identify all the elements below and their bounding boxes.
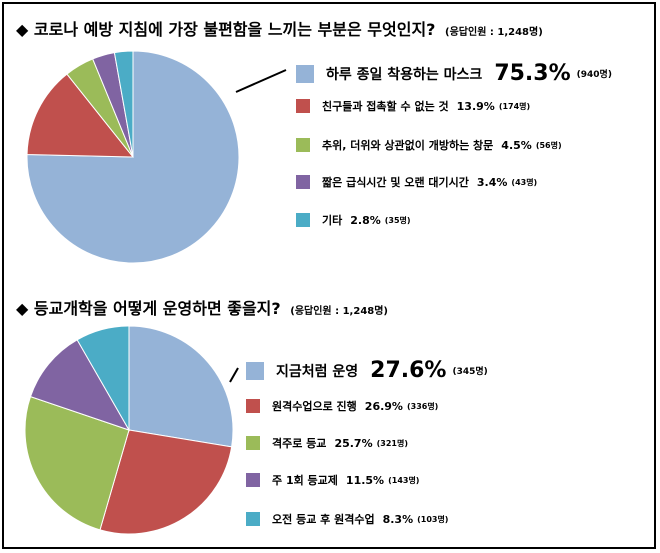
legend-count: (43명) bbox=[511, 177, 538, 187]
legend-percent: 4.5% bbox=[501, 138, 532, 152]
legend-count: (35명) bbox=[384, 215, 411, 225]
legend-count: (174명) bbox=[498, 101, 531, 111]
chart2-slice-2 bbox=[24, 395, 130, 531]
legend-percent: 27.6% bbox=[370, 358, 447, 383]
chart2-slice-0 bbox=[128, 325, 234, 448]
legend-count: (345명) bbox=[452, 367, 488, 377]
chart1-leader-line bbox=[235, 69, 287, 93]
legend-swatch bbox=[246, 399, 260, 413]
legend-swatch bbox=[296, 138, 310, 152]
chart1-legend-item-2: 추위, 더위와 상관없이 개방하는 창문 4.5% (56명) bbox=[296, 137, 562, 153]
legend-percent: 2.8% bbox=[350, 213, 381, 227]
legend-count: (336명) bbox=[406, 401, 439, 411]
legend-count: (56명) bbox=[535, 140, 562, 150]
diamond-bullet-icon: ◆ bbox=[16, 299, 29, 318]
chart2-legend-item-2: 격주로 등교 25.7% (321명) bbox=[246, 435, 408, 451]
legend-label: 하루 종일 착용하는 마스크 bbox=[326, 66, 483, 83]
legend-label: 원격수업으로 진행 bbox=[272, 400, 357, 413]
legend-swatch bbox=[246, 473, 260, 487]
chart2-slice-1 bbox=[99, 429, 233, 535]
chart1-title: ◆ 코로나 예방 지침에 가장 불편함을 느끼는 부분은 무엇인지? (응답인원… bbox=[16, 16, 543, 40]
chart2-legend-item-0: 지금처럼 운영 27.6% (345명) bbox=[246, 358, 488, 383]
chart2-slice-3 bbox=[29, 339, 131, 431]
legend-swatch bbox=[296, 175, 310, 189]
chart1-legend-item-0: 하루 종일 착용하는 마스크 75.3% (940명) bbox=[296, 61, 612, 86]
legend-percent: 3.4% bbox=[476, 175, 508, 189]
chart2-legend-item-1: 원격수업으로 진행 26.9% (336명) bbox=[246, 398, 438, 414]
legend-swatch bbox=[296, 99, 310, 113]
legend-label: 주 1회 등교제 bbox=[272, 474, 338, 487]
legend-count: (940명) bbox=[576, 70, 612, 80]
legend-label: 지금처럼 운영 bbox=[276, 363, 359, 380]
legend-swatch bbox=[246, 512, 260, 526]
chart2-legend-item-4: 오전 등교 후 원격수업 8.3% (103명) bbox=[246, 511, 448, 527]
chart1-title-text: 코로나 예방 지침에 가장 불편함을 느끼는 부분은 무엇인지? bbox=[33, 20, 436, 39]
legend-percent: 8.3% bbox=[382, 512, 414, 526]
chart1-slice-4 bbox=[113, 50, 134, 158]
chart2-legend-item-3: 주 1회 등교제 11.5% (143명) bbox=[246, 472, 419, 488]
chart1-legend-item-3: 짧은 급식시간 및 오랜 대기시간 3.4% (43명) bbox=[296, 174, 537, 190]
diamond-bullet-icon: ◆ bbox=[16, 20, 29, 39]
legend-label: 추위, 더위와 상관없이 개방하는 창문 bbox=[322, 139, 494, 152]
chart1-slice-0 bbox=[26, 50, 240, 264]
legend-swatch bbox=[246, 361, 264, 380]
legend-percent: 11.5% bbox=[345, 473, 385, 487]
legend-percent: 25.7% bbox=[334, 436, 373, 450]
chart2-title-text: 등교개학을 어떻게 운영하면 좋을지? bbox=[33, 299, 281, 318]
legend-count: (103명) bbox=[417, 514, 449, 524]
chart1-respondents-note: (응답인원 : 1,248명) bbox=[445, 27, 543, 38]
chart2-respondents-note: (응답인원 : 1,248명) bbox=[290, 306, 388, 317]
chart1-legend-item-1: 친구들과 접촉할 수 없는 것 13.9% (174명) bbox=[296, 98, 530, 114]
legend-swatch bbox=[246, 436, 260, 450]
chart2-title: ◆ 등교개학을 어떻게 운영하면 좋을지? (응답인원 : 1,248명) bbox=[16, 295, 388, 319]
legend-label: 오전 등교 후 원격수업 bbox=[272, 513, 375, 526]
legend-count: (321명) bbox=[376, 438, 408, 448]
legend-percent: 75.3% bbox=[494, 61, 571, 86]
chart1-slice-1 bbox=[26, 73, 135, 158]
legend-swatch bbox=[296, 64, 314, 83]
chart2-slice-4 bbox=[76, 325, 130, 432]
legend-count: (143명) bbox=[388, 475, 420, 485]
legend-swatch bbox=[296, 213, 310, 227]
legend-label: 짧은 급식시간 및 오랜 대기시간 bbox=[322, 176, 469, 189]
legend-label: 격주로 등교 bbox=[272, 437, 327, 450]
legend-label: 친구들과 접촉할 수 없는 것 bbox=[322, 100, 449, 113]
legend-percent: 13.9% bbox=[456, 99, 495, 113]
chart1-legend-item-4: 기타 2.8% (35명) bbox=[296, 212, 411, 228]
chart2-leader-line bbox=[229, 367, 239, 383]
legend-percent: 26.9% bbox=[364, 399, 403, 413]
legend-label: 기타 bbox=[322, 214, 343, 227]
